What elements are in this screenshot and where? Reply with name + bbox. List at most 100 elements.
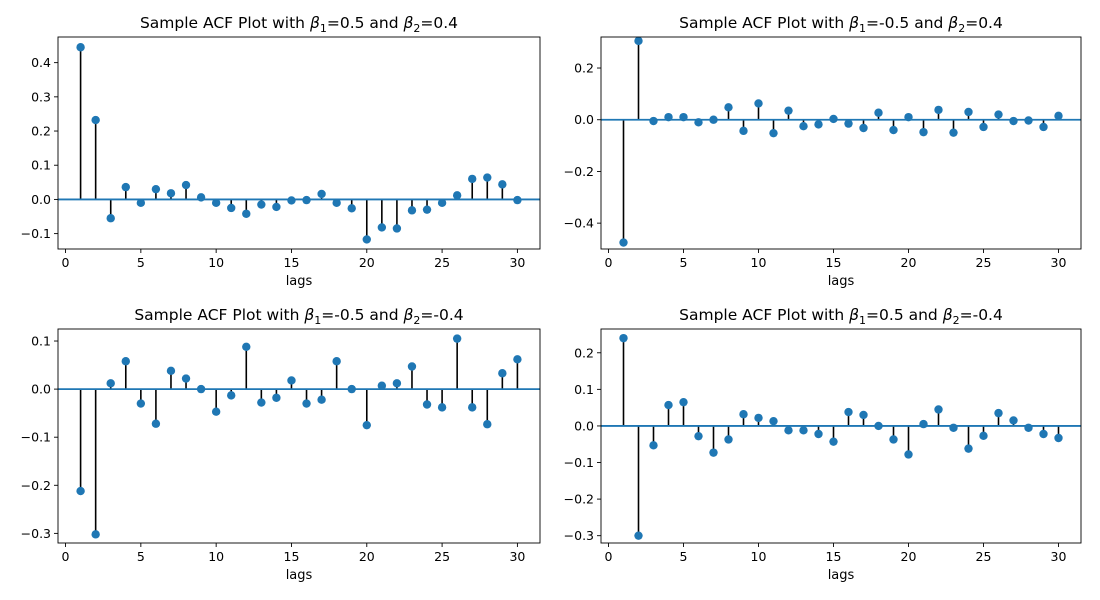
x-tick-label: 15 xyxy=(826,549,842,564)
acf-point-lag-17 xyxy=(859,410,868,420)
y-tick-label: 0.2 xyxy=(574,61,594,76)
x-tick-label: 10 xyxy=(751,549,767,564)
title-subscript: 1 xyxy=(859,314,866,327)
acf-point-lag-16 xyxy=(844,407,853,417)
y-tick-label: −0.4 xyxy=(564,216,594,231)
x-tick-label: 5 xyxy=(137,549,145,564)
subplot-1: Sample ACF Plot with β1=0.5 and β2=0.40 5… xyxy=(21,14,541,289)
acf-point-lag-16 xyxy=(302,195,311,205)
y-tick-label: 0.0 xyxy=(31,192,51,207)
title-text: =0.5 and xyxy=(327,14,404,32)
acf-point-lag-22 xyxy=(934,105,943,115)
acf-point-lag-5 xyxy=(679,397,688,407)
x-tick-label: 5 xyxy=(680,255,688,270)
x-tick-label: 30 xyxy=(1051,549,1067,564)
acf-point-lag-19 xyxy=(347,384,356,394)
acf-point-lag-14 xyxy=(272,393,281,402)
acf-point-lag-27 xyxy=(1009,416,1018,425)
acf-point-lag-25 xyxy=(437,403,447,412)
acf-point-lag-13 xyxy=(257,398,266,407)
acf-point-lag-23 xyxy=(949,128,958,137)
x-tick-label: 15 xyxy=(284,549,300,564)
acf-point-lag-28 xyxy=(1024,116,1033,125)
title-beta-symbol: β xyxy=(303,306,314,324)
acf-point-lag-26 xyxy=(452,191,462,200)
y-tick-label: 0.0 xyxy=(574,418,594,433)
acf-point-lag-18 xyxy=(874,421,883,431)
acf-point-lag-26 xyxy=(452,334,462,343)
acf-point-lag-25 xyxy=(979,122,988,132)
acf-point-lag-21 xyxy=(377,223,387,232)
acf-point-lag-9 xyxy=(739,126,748,136)
acf-point-lag-21 xyxy=(377,381,387,390)
x-tick-label: 0 xyxy=(62,255,70,270)
acf-point-lag-22 xyxy=(934,405,943,414)
y-tick-label: 0.4 xyxy=(31,55,51,70)
acf-point-lag-20 xyxy=(362,420,371,430)
y-tick-label: 0.0 xyxy=(574,112,594,127)
y-tick-label: −0.1 xyxy=(21,430,51,445)
acf-point-lag-4 xyxy=(121,357,130,366)
x-tick-label: 30 xyxy=(1051,255,1067,270)
acf-point-lag-10 xyxy=(211,407,221,416)
acf-point-lag-17 xyxy=(317,395,326,404)
x-axis-label: lags xyxy=(828,274,855,289)
acf-point-lag-6 xyxy=(151,419,161,428)
acf-point-lag-7 xyxy=(709,448,718,457)
x-tick-label: 10 xyxy=(751,255,767,270)
acf-point-lag-20 xyxy=(904,450,913,459)
acf-point-lag-5 xyxy=(679,112,688,122)
acf-point-lag-25 xyxy=(979,431,988,441)
title-beta-symbol: β xyxy=(848,14,859,32)
title-beta-symbol: β xyxy=(403,306,414,324)
title-subscript: 1 xyxy=(320,22,327,35)
title-subscript: 2 xyxy=(958,22,965,35)
acf-point-lag-24 xyxy=(964,444,973,453)
subplot-4: Sample ACF Plot with β1=0.5 and β2=-0.40… xyxy=(564,306,1082,583)
acf-point-lag-8 xyxy=(724,103,733,112)
acf-point-lag-30 xyxy=(1054,433,1063,443)
title-subscript: 2 xyxy=(413,314,420,327)
subplot-2: Sample ACF Plot with β1=-0.5 and β2=0.40… xyxy=(564,14,1082,289)
y-tick-label: 0.1 xyxy=(31,158,51,173)
chart-title: Sample ACF Plot with β1=0.5 and β2=0.4 xyxy=(140,14,458,35)
acf-point-lag-7 xyxy=(709,115,718,124)
acf-point-lag-17 xyxy=(317,189,326,199)
x-tick-label: 20 xyxy=(901,255,917,270)
acf-point-lag-27 xyxy=(1009,116,1018,126)
acf-point-lag-16 xyxy=(844,119,853,128)
x-tick-label: 30 xyxy=(509,549,525,564)
acf-point-lag-4 xyxy=(121,182,130,192)
acf-point-lag-7 xyxy=(166,189,176,198)
title-text: =-0.5 and xyxy=(321,306,403,324)
acf-point-lag-11 xyxy=(769,128,778,138)
acf-point-lag-29 xyxy=(498,180,507,189)
y-tick-label: −0.2 xyxy=(21,478,51,493)
x-tick-label: 20 xyxy=(901,549,917,564)
acf-point-lag-21 xyxy=(919,127,928,137)
title-text: =-0.4 xyxy=(420,306,463,324)
acf-point-lag-10 xyxy=(754,99,763,108)
acf-point-lag-12 xyxy=(784,426,793,435)
title-subscript: 2 xyxy=(413,22,420,35)
x-tick-label: 5 xyxy=(680,549,688,564)
acf-point-lag-28 xyxy=(483,173,492,182)
x-axis-label: lags xyxy=(828,568,855,583)
x-tick-label: 25 xyxy=(976,549,992,564)
x-tick-label: 25 xyxy=(434,549,450,564)
x-tick-label: 25 xyxy=(434,255,450,270)
x-tick-label: 30 xyxy=(509,255,525,270)
title-text: Sample ACF Plot with xyxy=(679,14,849,32)
acf-point-lag-8 xyxy=(181,374,191,383)
x-tick-label: 15 xyxy=(284,255,300,270)
acf-point-lag-14 xyxy=(814,120,823,129)
subplot-3: Sample ACF Plot with β1=-0.5 and β2=-0.4… xyxy=(21,306,541,583)
acf-point-lag-6 xyxy=(694,431,703,441)
acf-point-lag-18 xyxy=(332,198,341,208)
acf-point-lag-1 xyxy=(619,238,628,247)
axes-frame xyxy=(57,36,541,250)
title-beta-symbol: β xyxy=(947,14,958,32)
y-tick-label: 0.2 xyxy=(574,345,594,360)
acf-point-lag-3 xyxy=(649,441,658,450)
